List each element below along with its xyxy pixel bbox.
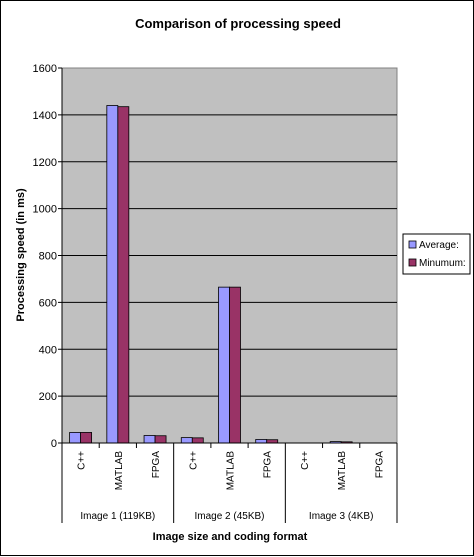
- bar-minimum: [154, 435, 167, 444]
- x-category-label: MATLAB: [114, 451, 125, 491]
- x-axis-label: Image size and coding format: [153, 531, 308, 543]
- legend: Average: Minumum:: [402, 233, 471, 275]
- x-group-label: Image 2 (45KB): [194, 511, 264, 522]
- bar-minimum: [80, 432, 93, 444]
- bar-average: [69, 432, 82, 444]
- bar-minimum: [191, 437, 204, 444]
- x-category-label: C++: [300, 451, 311, 470]
- y-tick-labels: 0 200 400 600 800 1000 1200 1400 1600: [33, 63, 62, 450]
- chart-title: Comparison of processing speed: [135, 16, 341, 31]
- x-category-labels: C++ MATLAB FPGA C++ MATLAB FPGA C++ MATLAB FPGA: [61, 443, 398, 523]
- y-tick-label: 1000: [33, 204, 57, 216]
- x-group-label: Image 1 (119KB): [80, 511, 155, 522]
- legend-swatch: [408, 258, 417, 267]
- bar-average: [218, 286, 230, 444]
- x-group-labels: Image 1 (119KB) Image 2 (45KB) Image 3 (4K…: [80, 511, 373, 522]
- y-tick-label: 0: [51, 438, 57, 450]
- legend-label: Minumum:: [419, 258, 466, 269]
- y-axis-label: Processing speed (in ms): [15, 188, 27, 322]
- y-tick-label: 1200: [33, 157, 57, 169]
- y-tick-label: 600: [39, 297, 57, 309]
- bar-average: [255, 439, 268, 444]
- bar-minimum: [117, 106, 130, 444]
- y-tick-label: 800: [39, 251, 57, 263]
- x-group-label: Image 3 (4KB): [309, 511, 373, 522]
- x-category-label: MATLAB: [226, 451, 237, 491]
- x-category-label: C++: [188, 451, 199, 470]
- bar-average: [180, 437, 193, 444]
- y-tick-label: 400: [39, 344, 57, 356]
- x-category-label: FPGA: [374, 451, 385, 479]
- y-tick-label: 200: [39, 391, 57, 403]
- legend-swatch: [408, 240, 417, 249]
- y-tick-label: 1600: [33, 63, 57, 75]
- y-tick-label: 1400: [33, 110, 57, 122]
- legend-label: Average:: [419, 240, 459, 251]
- bar-average: [106, 105, 119, 444]
- x-category-label: C++: [77, 451, 88, 470]
- bar-average: [143, 435, 156, 444]
- x-category-label: FPGA: [263, 451, 274, 479]
- bar-minimum: [229, 286, 241, 444]
- x-category-label: FPGA: [151, 451, 162, 479]
- x-category-label: MATLAB: [337, 451, 348, 491]
